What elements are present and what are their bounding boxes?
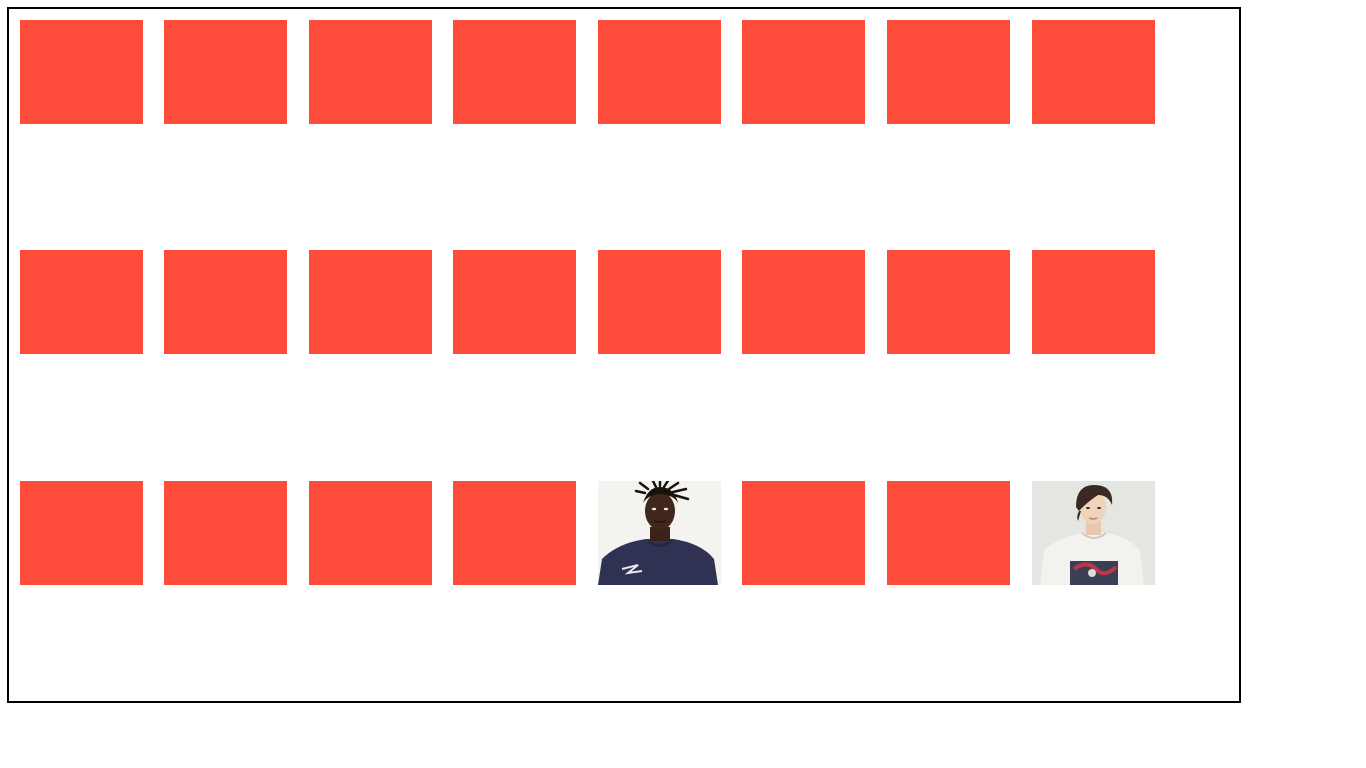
card-row-1 [20, 20, 1160, 124]
card-r2-c5[interactable] [598, 250, 721, 354]
memory-game-board [7, 7, 1241, 703]
card-r1-c3[interactable] [309, 20, 432, 124]
card-r3-c1[interactable] [20, 481, 143, 585]
card-r2-c7[interactable] [887, 250, 1010, 354]
card-r3-c8-portrait[interactable] [1032, 481, 1155, 585]
card-r2-c1[interactable] [20, 250, 143, 354]
card-row-2 [20, 250, 1160, 354]
card-r3-c4[interactable] [453, 481, 576, 585]
card-r3-c7[interactable] [887, 481, 1010, 585]
card-r1-c2[interactable] [164, 20, 287, 124]
card-r3-c2[interactable] [164, 481, 287, 585]
card-r2-c4[interactable] [453, 250, 576, 354]
card-r1-c1[interactable] [20, 20, 143, 124]
card-r2-c6[interactable] [742, 250, 865, 354]
card-r3-c5-portrait[interactable] [598, 481, 721, 585]
card-r3-c6[interactable] [742, 481, 865, 585]
card-r2-c8[interactable] [1032, 250, 1155, 354]
card-r2-c2[interactable] [164, 250, 287, 354]
portrait-man-dreadlocks-image [598, 481, 721, 585]
card-r1-c7[interactable] [887, 20, 1010, 124]
card-r3-c3[interactable] [309, 481, 432, 585]
card-r1-c8[interactable] [1032, 20, 1155, 124]
card-r2-c3[interactable] [309, 250, 432, 354]
card-r1-c6[interactable] [742, 20, 865, 124]
card-r1-c4[interactable] [453, 20, 576, 124]
card-row-3 [20, 481, 1160, 585]
portrait-woman-short-hair-image [1032, 481, 1155, 585]
card-r1-c5[interactable] [598, 20, 721, 124]
